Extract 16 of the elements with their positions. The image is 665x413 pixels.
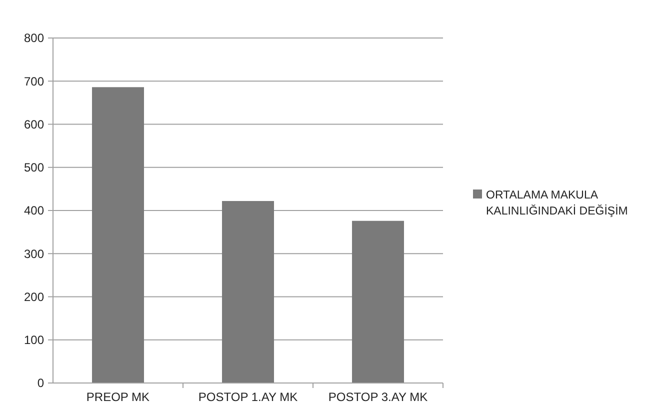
y-tick-label: 400 (24, 204, 44, 218)
y-tick-label: 200 (24, 290, 44, 304)
y-tick-label: 700 (24, 74, 44, 88)
y-tick-label: 0 (37, 376, 44, 390)
bar (92, 87, 144, 383)
y-tick-label: 800 (24, 31, 44, 46)
y-tick-label: 300 (24, 246, 44, 261)
legend-label: ORTALAMA MAKULA KALINLIĞINDAKİ DEĞİŞİM (486, 190, 628, 218)
bar (222, 201, 274, 383)
y-tick-label: 600 (24, 117, 44, 132)
x-tick-label: POSTOP 1.AY MK (198, 390, 298, 404)
y-tick-label: 500 (24, 160, 44, 175)
x-tick-label: POSTOP 3.AY MK (328, 390, 428, 404)
y-tick-label: 100 (24, 333, 44, 348)
bar (352, 220, 404, 383)
x-tick-label: PREOP MK (86, 390, 150, 404)
